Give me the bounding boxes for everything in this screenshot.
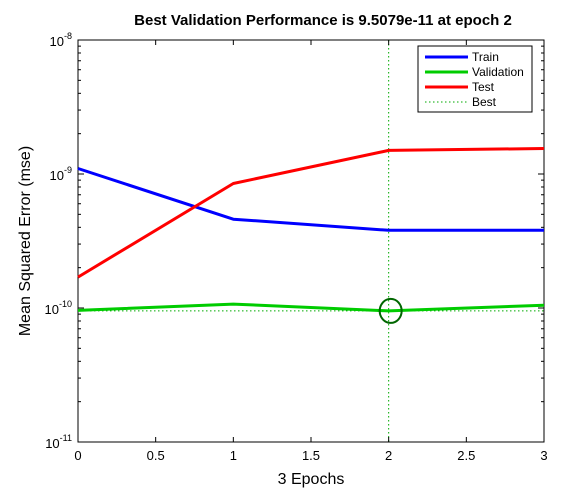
legend-label-best: Best [472,95,497,109]
x-tick-label: 0 [74,448,81,463]
y-tick-label: 10-10 [45,299,72,317]
x-tick-label: 0.5 [147,448,165,463]
x-axis-ticks: 0 0.5 1 1.5 2 2.5 3 [74,40,548,463]
x-tick-label: 1.5 [302,448,320,463]
x-tick-label: 3 [540,448,547,463]
x-tick-label: 1 [230,448,237,463]
y-axis-label: Mean Squared Error (mse) [17,146,34,336]
series-line-train [77,167,544,232]
y-axis-ticks: 10-8 10-9 10-10 10-11 [45,31,544,451]
y-tick-label: 10-11 [45,433,72,451]
series-lines [77,147,545,313]
series-line-validation [77,302,545,313]
best-lines [78,40,544,442]
chart-title: Best Validation Performance is 9.5079e-1… [134,12,512,29]
legend-label-train: Train [472,50,499,64]
x-tick-label: 2 [385,448,392,463]
series-line-test [77,147,545,279]
x-tick-label: 2.5 [457,448,475,463]
y-tick-label: 10-9 [50,165,72,183]
best-point-circle [378,297,403,324]
legend-label-validation: Validation [472,65,524,79]
best-marker [378,297,403,324]
y-tick-label: 10-8 [50,31,72,49]
legend-label-test: Test [472,80,495,94]
x-axis-label: 3 Epochs [278,471,345,488]
